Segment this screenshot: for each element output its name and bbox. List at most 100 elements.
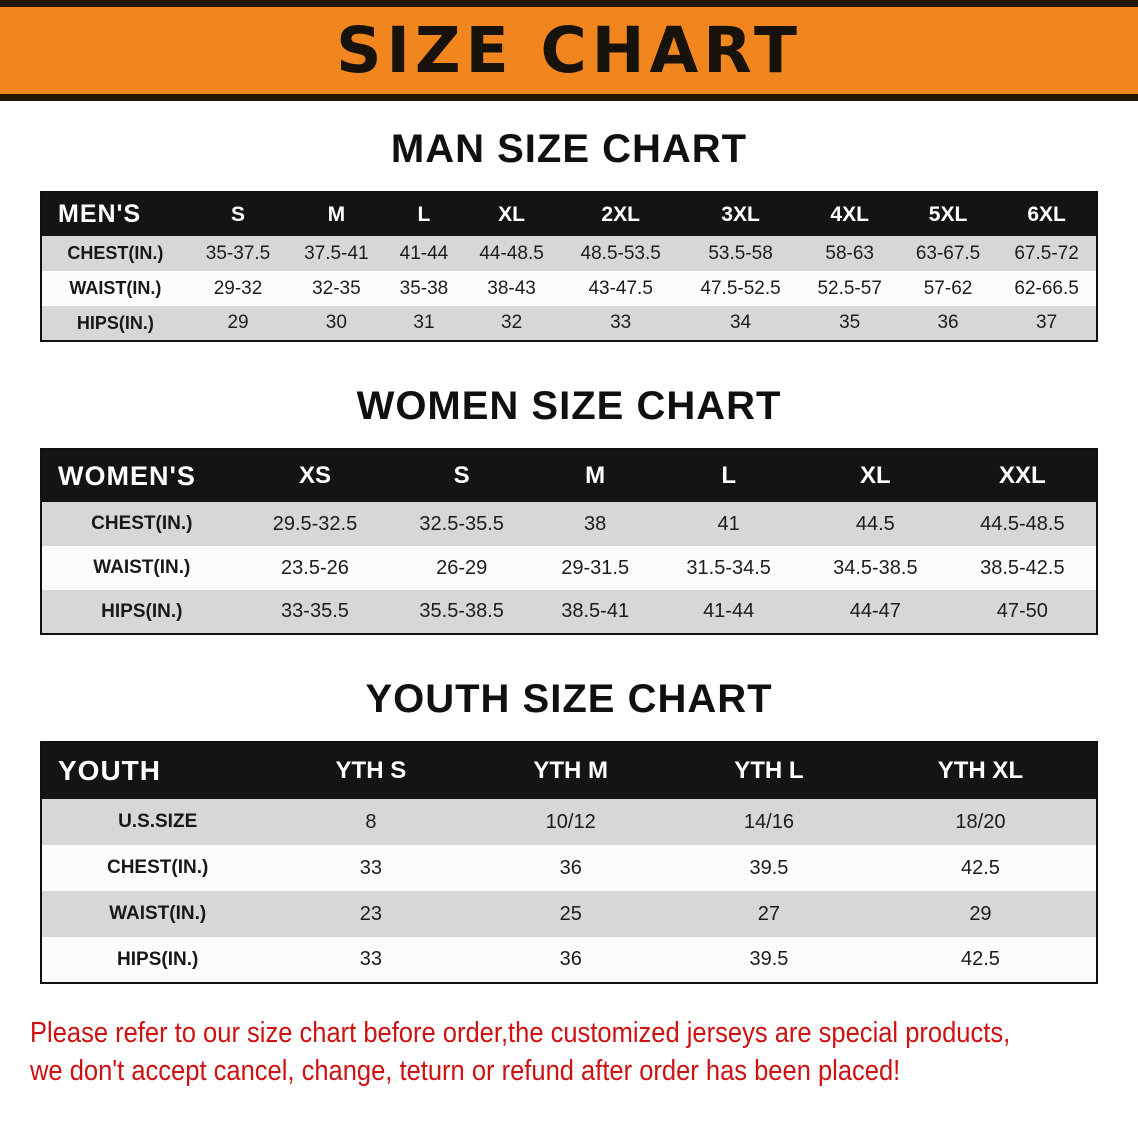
disclaimer-line-2: we don't accept cancel, change, teturn o… [30, 1055, 901, 1088]
size-value: 38.5-42.5 [980, 556, 1065, 579]
size-column-header: YTH XL [864, 742, 1097, 799]
table-row: HIPS(IN.) 33-35.5 35.5-38.5 38.5-41 41-44 44-… [41, 590, 1097, 634]
size-value: 8 [365, 810, 377, 833]
size-value: 33 [359, 948, 382, 970]
size-value: 35-38 [399, 277, 449, 299]
size-column-header: 6XL [997, 192, 1097, 236]
size-column-header: 5XL [898, 192, 998, 236]
size-value: 30 [325, 312, 347, 333]
size-chart-banner: SIZE CHART [0, 0, 1138, 101]
size-value: 29 [227, 312, 249, 333]
size-column-header: S [188, 192, 288, 236]
size-value: 52.5-57 [817, 277, 882, 299]
size-column-header: M [535, 449, 656, 502]
size-value: 29 [969, 902, 992, 925]
youth-size-table: YOUTH YTH S YTH M YTH L YTH XL U.S.SIZE 8 10/12… [40, 741, 1098, 984]
table-header-row: WOMEN'S XS S M L XL XXL [41, 449, 1097, 502]
size-value: 27 [757, 902, 781, 925]
size-column-header: XS [241, 449, 389, 502]
size-value: 43-47.5 [588, 277, 653, 299]
size-column-header: L [385, 192, 463, 236]
size-value: 29-32 [213, 277, 263, 299]
size-value: 57-62 [923, 277, 973, 299]
row-label: HIPS(IN.) [117, 948, 199, 970]
size-column-header: YTH L [672, 742, 865, 799]
row-label: CHEST(IN.) [91, 513, 193, 534]
size-column-header: XL [462, 192, 561, 236]
size-value: 63-67.5 [915, 242, 981, 264]
youth-section-heading: YOUTH SIZE CHART [365, 677, 773, 721]
size-value: 39.5 [749, 948, 789, 970]
table-header-row: MEN'S S M L XL 2XL 3XL 4XL 5XL 6XL [41, 192, 1097, 236]
table-corner-label: YOUTH [41, 742, 274, 799]
size-column-header: 3XL [680, 192, 801, 236]
table-row: CHEST(IN.) 35-37.5 37.5-41 41-44 44-48.5 48.5… [41, 236, 1097, 271]
size-value: 35 [839, 312, 861, 333]
size-value: 39.5 [749, 856, 789, 879]
size-value: 36 [937, 312, 959, 333]
size-value: 37.5-41 [304, 242, 369, 264]
size-value: 33-35.5 [281, 600, 349, 622]
size-value: 41 [717, 512, 740, 535]
row-label: WAIST(IN.) [69, 278, 162, 298]
size-column-header: M [287, 192, 386, 236]
size-value: 23 [359, 902, 382, 925]
size-value: 33 [359, 856, 382, 879]
row-label: CHEST(IN.) [67, 243, 164, 263]
table-row: CHEST(IN.) 29.5-32.5 32.5-35.5 38 41 44.5 44.5… [41, 502, 1097, 546]
size-value: 33 [610, 312, 632, 333]
row-label: U.S.SIZE [118, 811, 198, 832]
size-value: 29.5-32.5 [272, 512, 358, 535]
size-value: 42.5 [960, 856, 1000, 879]
size-value: 41-44 [399, 242, 449, 264]
men-section-heading: MAN SIZE CHART [390, 127, 748, 171]
table-row: U.S.SIZE 8 10/12 14/16 18/20 [41, 799, 1097, 845]
size-value: 37 [1036, 312, 1058, 333]
size-value: 31.5-34.5 [686, 556, 771, 579]
table-row: WAIST(IN.) 23 25 27 29 [41, 891, 1097, 937]
size-value: 35-37.5 [205, 242, 271, 264]
size-value: 29-31.5 [561, 556, 630, 579]
size-value: 38-43 [487, 277, 536, 299]
size-value: 38 [584, 512, 607, 535]
size-value: 62-66.5 [1014, 277, 1079, 299]
size-chart-page: SIZE CHART MAN SIZE CHART MEN'S S M L XL 2XL 3… [0, 0, 1138, 1088]
size-value: 23.5-26 [281, 556, 349, 579]
size-value: 34 [729, 312, 752, 333]
row-label: CHEST(IN.) [106, 857, 209, 878]
table-row: CHEST(IN.) 33 36 39.5 42.5 [41, 845, 1097, 891]
size-value: 47-50 [996, 600, 1048, 622]
size-column-header: 2XL [560, 192, 681, 236]
table-row: WAIST(IN.) 29-32 32-35 35-38 38-43 43-47.5 47.… [41, 271, 1097, 306]
size-value: 32-35 [312, 277, 361, 299]
size-column-header: 4XL [800, 192, 899, 236]
table-corner-label: MEN'S [41, 192, 189, 236]
size-value: 25 [559, 902, 582, 925]
row-label: WAIST(IN.) [93, 557, 191, 578]
size-column-header: YTH M [468, 742, 673, 799]
size-value: 53.5-58 [708, 242, 773, 264]
size-value: 32 [501, 312, 523, 333]
size-column-header: L [655, 449, 802, 502]
size-value: 44.5-48.5 [980, 512, 1065, 535]
size-column-header: YTH S [273, 742, 469, 799]
size-value: 31 [413, 312, 435, 333]
table-row: WAIST(IN.) 23.5-26 26-29 29-31.5 31.5-34.5 34… [41, 546, 1097, 590]
size-value: 38.5-41 [561, 600, 630, 622]
size-column-header: XL [802, 449, 949, 502]
size-value: 58-63 [825, 242, 874, 264]
size-value: 35.5-38.5 [419, 600, 504, 622]
size-value: 48.5-53.5 [580, 242, 661, 264]
row-label: HIPS(IN.) [101, 600, 183, 622]
size-value: 14/16 [743, 810, 794, 833]
size-value: 10/12 [545, 810, 596, 833]
row-label: WAIST(IN.) [109, 903, 207, 924]
disclaimer-line-1: Please refer to our size chart before or… [30, 1017, 1011, 1049]
size-value: 67.5-72 [1014, 242, 1079, 264]
women-size-section: WOMEN SIZE CHART WOMEN'S XS S M L XL XXL CHEST(… [0, 384, 1138, 635]
men-size-table: MEN'S S M L XL 2XL 3XL 4XL 5XL 6XL CHEST(IN.) 35-37… [40, 191, 1098, 342]
size-value: 44.5 [855, 512, 895, 535]
banner-title: SIZE CHART [336, 14, 802, 87]
row-label: HIPS(IN.) [76, 312, 154, 333]
size-value: 44-47 [849, 600, 901, 622]
